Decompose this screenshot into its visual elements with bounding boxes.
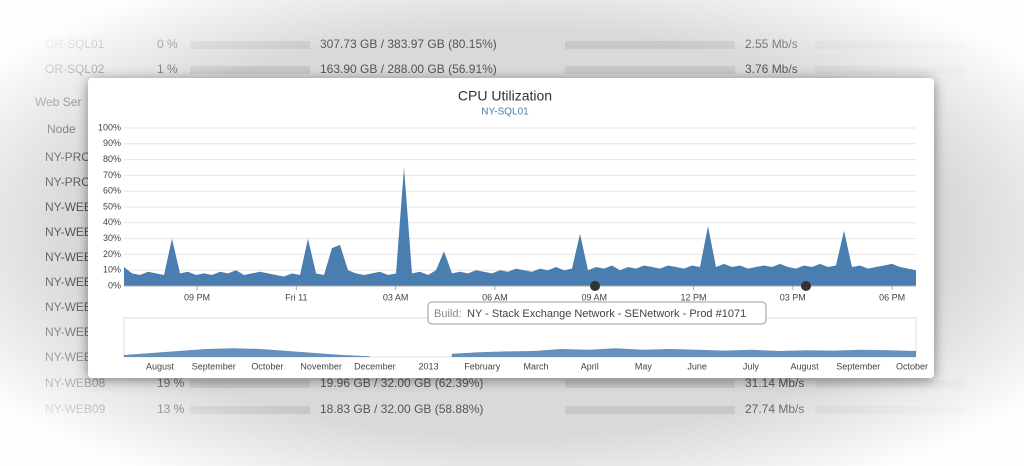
x-tick-label: 06 AM <box>482 292 508 302</box>
tooltip-box <box>427 301 767 325</box>
y-tick-label: 10% <box>103 265 121 275</box>
x-tick-label: 09 AM <box>581 292 607 302</box>
navigator-label: June <box>687 361 707 371</box>
navigator-label: November <box>300 361 342 371</box>
y-tick-label: 100% <box>98 122 121 132</box>
navigator-area <box>124 348 916 357</box>
navigator-label: March <box>523 361 548 371</box>
x-tick-label: 03 AM <box>383 292 409 302</box>
x-tick-label: 03 PM <box>780 292 806 302</box>
navigator-label: October <box>896 361 928 371</box>
y-tick-label: 0% <box>108 280 121 290</box>
cpu-area <box>124 167 916 286</box>
tooltip-label: Build: <box>434 308 462 320</box>
navigator-label: August <box>146 361 175 371</box>
navigator-label: May <box>635 361 653 371</box>
y-tick-label: 60% <box>103 186 121 196</box>
y-tick-label: 40% <box>103 217 121 227</box>
plot: 0% 10% 20% 30% 40% 50% 60% 70% 80% 90% 100% 09 PM Fr… <box>98 122 928 371</box>
navigator-label: October <box>251 361 283 371</box>
event-flag[interactable] <box>801 281 811 291</box>
y-tick-label: 90% <box>103 138 121 148</box>
x-tick-label: 09 PM <box>184 292 210 302</box>
y-tick-label: 30% <box>103 233 121 243</box>
tooltip-text: NY - Stack Exchange Network - SENetwork … <box>467 308 746 320</box>
navigator-label: February <box>464 361 501 371</box>
y-tick-label: 50% <box>103 201 121 211</box>
y-tick-label: 20% <box>103 249 121 259</box>
x-tick-label: Fri 11 <box>285 292 307 302</box>
event-flag[interactable] <box>590 281 600 291</box>
chart-title: CPU Utilization <box>458 88 552 104</box>
chart-modal <box>88 78 934 378</box>
navigator-label: December <box>354 361 396 371</box>
chart-subtitle: NY-SQL01 <box>481 107 529 118</box>
navigator-label: 2013 <box>419 361 439 371</box>
y-tick-label: 70% <box>103 170 121 180</box>
x-tick-label: 12 PM <box>680 292 706 302</box>
navigator-label: August <box>791 361 820 371</box>
navigator-label: July <box>743 361 760 371</box>
navigator-label: September <box>192 361 236 371</box>
x-tick-label: 06 PM <box>879 292 905 302</box>
navigator-label: September <box>836 361 880 371</box>
navigator-label: April <box>581 361 599 371</box>
y-tick-label: 80% <box>103 154 121 164</box>
